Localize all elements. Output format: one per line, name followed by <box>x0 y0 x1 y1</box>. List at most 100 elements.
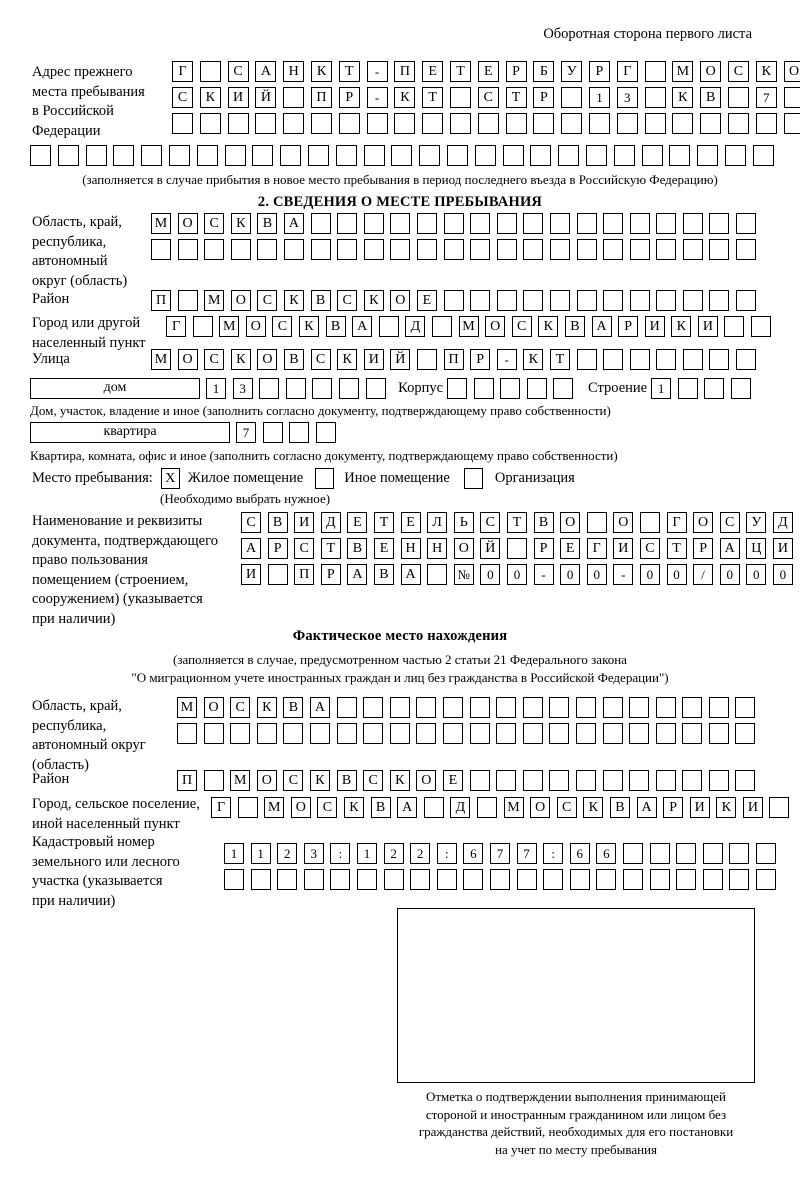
char-cell[interactable] <box>227 113 249 134</box>
char-cell[interactable]: С <box>172 87 193 108</box>
char-cell[interactable]: Р <box>663 797 684 818</box>
char-cell[interactable] <box>473 378 494 399</box>
char-cell[interactable]: 6 <box>569 843 590 864</box>
char-cell[interactable] <box>262 422 283 443</box>
char-cell[interactable]: К <box>199 87 221 108</box>
char-cell[interactable] <box>203 723 224 744</box>
char-cell[interactable] <box>196 145 218 166</box>
char-cell[interactable]: К <box>230 349 251 370</box>
char-cell[interactable] <box>575 770 596 791</box>
char-cell[interactable]: И <box>697 316 718 337</box>
char-cell[interactable]: 0 <box>666 564 687 585</box>
char-cell[interactable]: О <box>257 349 278 370</box>
char-cell[interactable]: К <box>671 316 692 337</box>
char-cell[interactable] <box>330 869 351 890</box>
char-cell[interactable]: Т <box>449 61 471 82</box>
char-cell[interactable]: : <box>436 843 457 864</box>
char-cell[interactable] <box>655 770 676 791</box>
prev-address-overflow-grid[interactable] <box>30 145 781 166</box>
char-cell[interactable]: 1 <box>356 843 377 864</box>
char-cell[interactable]: В <box>310 290 331 311</box>
char-cell[interactable]: П <box>177 770 197 791</box>
char-cell[interactable] <box>704 378 725 399</box>
char-cell[interactable]: Е <box>416 290 437 311</box>
char-cell[interactable]: П <box>443 349 464 370</box>
char-cell[interactable] <box>672 113 694 134</box>
char-cell[interactable]: Г <box>172 61 193 82</box>
char-cell[interactable]: К <box>672 87 694 108</box>
char-cell[interactable] <box>709 290 730 311</box>
char-cell[interactable] <box>656 290 677 311</box>
char-cell[interactable]: О <box>783 61 800 82</box>
char-cell[interactable] <box>530 145 552 166</box>
char-cell[interactable]: В <box>257 213 278 234</box>
char-cell[interactable]: О <box>416 770 437 791</box>
char-cell[interactable]: 6 <box>596 843 617 864</box>
char-cell[interactable] <box>366 113 388 134</box>
char-cell[interactable]: Т <box>320 538 341 559</box>
char-cell[interactable] <box>629 290 650 311</box>
char-cell[interactable] <box>629 213 650 234</box>
char-cell[interactable]: С <box>317 797 338 818</box>
char-cell[interactable] <box>389 723 410 744</box>
char-cell[interactable] <box>378 316 399 337</box>
char-cell[interactable] <box>237 797 258 818</box>
checkbox-organizaciya[interactable] <box>463 468 483 489</box>
char-cell[interactable]: С <box>272 316 293 337</box>
char-cell[interactable]: 0 <box>560 564 581 585</box>
cadastral-row-2[interactable] <box>224 869 782 890</box>
char-cell[interactable]: А <box>400 564 421 585</box>
char-cell[interactable] <box>549 697 570 718</box>
char-cell[interactable] <box>283 113 305 134</box>
char-cell[interactable]: П <box>394 61 416 82</box>
char-cell[interactable]: Б <box>533 61 555 82</box>
char-cell[interactable] <box>230 239 251 260</box>
char-cell[interactable] <box>277 869 298 890</box>
char-cell[interactable] <box>337 239 358 260</box>
char-cell[interactable] <box>474 145 496 166</box>
char-cell[interactable]: Р <box>618 316 639 337</box>
char-cell[interactable]: В <box>336 770 357 791</box>
char-cell[interactable]: 1 <box>206 378 226 399</box>
char-cell[interactable]: С <box>337 290 358 311</box>
char-cell[interactable]: - <box>366 61 388 82</box>
char-cell[interactable] <box>543 869 564 890</box>
char-cell[interactable] <box>709 349 730 370</box>
char-cell[interactable] <box>496 697 517 718</box>
char-cell[interactable] <box>602 697 623 718</box>
char-cell[interactable] <box>644 113 666 134</box>
char-cell[interactable]: М <box>151 349 171 370</box>
char-cell[interactable] <box>257 239 278 260</box>
region-row-2[interactable] <box>151 239 763 260</box>
char-cell[interactable] <box>416 349 437 370</box>
checkbox-zhiloe[interactable]: X <box>160 468 180 489</box>
char-cell[interactable]: - <box>613 564 634 585</box>
char-cell[interactable] <box>656 213 677 234</box>
char-cell[interactable] <box>496 770 517 791</box>
char-cell[interactable] <box>603 213 624 234</box>
char-cell[interactable] <box>697 145 719 166</box>
char-cell[interactable] <box>677 378 698 399</box>
char-cell[interactable]: С <box>283 770 304 791</box>
char-cell[interactable]: А <box>397 797 418 818</box>
char-cell[interactable]: Т <box>373 512 394 533</box>
char-cell[interactable]: Е <box>373 538 394 559</box>
char-cell[interactable] <box>57 145 79 166</box>
char-cell[interactable]: Р <box>588 61 610 82</box>
char-cell[interactable] <box>755 869 776 890</box>
char-cell[interactable] <box>315 422 336 443</box>
char-cell[interactable]: 7 <box>236 422 256 443</box>
char-cell[interactable]: 6 <box>463 843 484 864</box>
char-cell[interactable]: С <box>310 349 331 370</box>
char-cell[interactable]: П <box>310 87 332 108</box>
char-cell[interactable] <box>522 723 543 744</box>
char-cell[interactable]: А <box>309 697 330 718</box>
char-cell[interactable] <box>558 145 580 166</box>
char-cell[interactable] <box>469 770 490 791</box>
char-cell[interactable]: : <box>330 843 351 864</box>
char-cell[interactable] <box>783 113 800 134</box>
